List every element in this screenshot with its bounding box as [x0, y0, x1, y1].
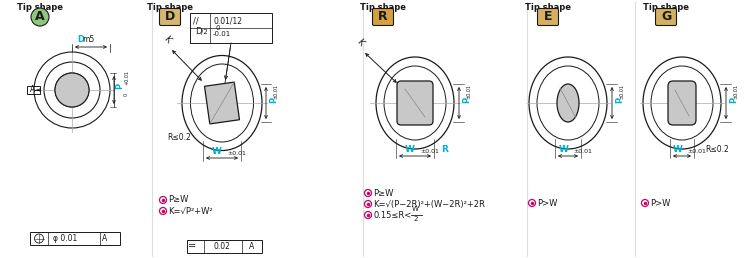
Text: P≥W: P≥W	[373, 189, 393, 198]
Text: A: A	[31, 85, 36, 94]
FancyBboxPatch shape	[397, 81, 433, 125]
Text: D: D	[195, 28, 201, 36]
Text: W: W	[212, 147, 222, 156]
Text: =: =	[188, 241, 196, 252]
Text: ±0.01: ±0.01	[273, 84, 278, 99]
Bar	[30, 232, 120, 245]
Text: 0.15≤R<: 0.15≤R<	[373, 211, 411, 220]
Text: ±0.01: ±0.01	[573, 149, 592, 154]
Text: P: P	[729, 97, 738, 103]
Text: 2: 2	[414, 216, 419, 222]
Circle shape	[31, 8, 49, 26]
Text: //: //	[193, 17, 199, 26]
Text: D: D	[77, 35, 84, 44]
Text: R≤0.2: R≤0.2	[705, 145, 729, 154]
Bar	[187, 240, 262, 253]
Text: Tip shape: Tip shape	[525, 3, 571, 12]
Text: P>W: P>W	[537, 198, 557, 207]
Text: Tip shape: Tip shape	[360, 3, 406, 12]
Text: ±0.01: ±0.01	[466, 84, 471, 99]
Text: Tip shape: Tip shape	[643, 3, 689, 12]
Text: Tip shape: Tip shape	[17, 3, 63, 12]
FancyBboxPatch shape	[537, 9, 559, 26]
Text: E: E	[544, 11, 552, 23]
Text: ±0.01: ±0.01	[733, 84, 738, 99]
Text: P≥W: P≥W	[168, 196, 188, 205]
Text: K: K	[355, 38, 365, 48]
FancyBboxPatch shape	[372, 9, 393, 26]
FancyBboxPatch shape	[656, 9, 676, 26]
Text: 0: 0	[215, 25, 220, 31]
Text: K=√P²+W²: K=√P²+W²	[168, 206, 212, 215]
Text: R: R	[378, 11, 388, 23]
Text: G: G	[661, 11, 671, 23]
Circle shape	[55, 73, 89, 107]
Text: m5: m5	[82, 35, 95, 44]
Text: W: W	[405, 145, 415, 154]
Text: /2: /2	[201, 29, 208, 35]
Text: 0.01/12: 0.01/12	[213, 17, 242, 26]
Ellipse shape	[557, 84, 579, 122]
Text: A: A	[250, 242, 255, 251]
Polygon shape	[204, 82, 239, 124]
Text: 0: 0	[124, 93, 129, 96]
Text: -0.01: -0.01	[213, 31, 231, 37]
Text: P: P	[615, 97, 624, 103]
Text: W: W	[412, 206, 419, 212]
Text: W: W	[559, 145, 569, 154]
Text: K=√(P−2R)²+(W−2R)²+2R: K=√(P−2R)²+(W−2R)²+2R	[373, 199, 485, 208]
Text: D: D	[165, 11, 175, 23]
Text: R: R	[441, 145, 448, 154]
Text: ±0.01: ±0.01	[227, 151, 246, 156]
Text: 0.02: 0.02	[214, 242, 230, 251]
FancyBboxPatch shape	[668, 81, 696, 125]
Bar	[190, 13, 272, 43]
Text: P: P	[269, 97, 278, 103]
Text: +0.01: +0.01	[124, 70, 129, 85]
Text: A: A	[35, 11, 45, 23]
Text: P>W: P>W	[650, 198, 670, 207]
Text: Tip shape: Tip shape	[147, 3, 193, 12]
Text: ±0.01: ±0.01	[420, 149, 439, 154]
Text: φ 0.01: φ 0.01	[53, 234, 77, 243]
Bar	[27, 86, 40, 94]
Text: P: P	[115, 83, 124, 89]
Text: P: P	[462, 97, 471, 103]
Text: ±0.01: ±0.01	[687, 149, 706, 154]
Text: R≤0.2: R≤0.2	[167, 133, 191, 142]
Text: K: K	[162, 35, 172, 45]
Text: A: A	[102, 234, 107, 243]
Text: W: W	[673, 145, 683, 154]
FancyBboxPatch shape	[159, 9, 180, 26]
Text: ±0.01: ±0.01	[619, 84, 624, 99]
